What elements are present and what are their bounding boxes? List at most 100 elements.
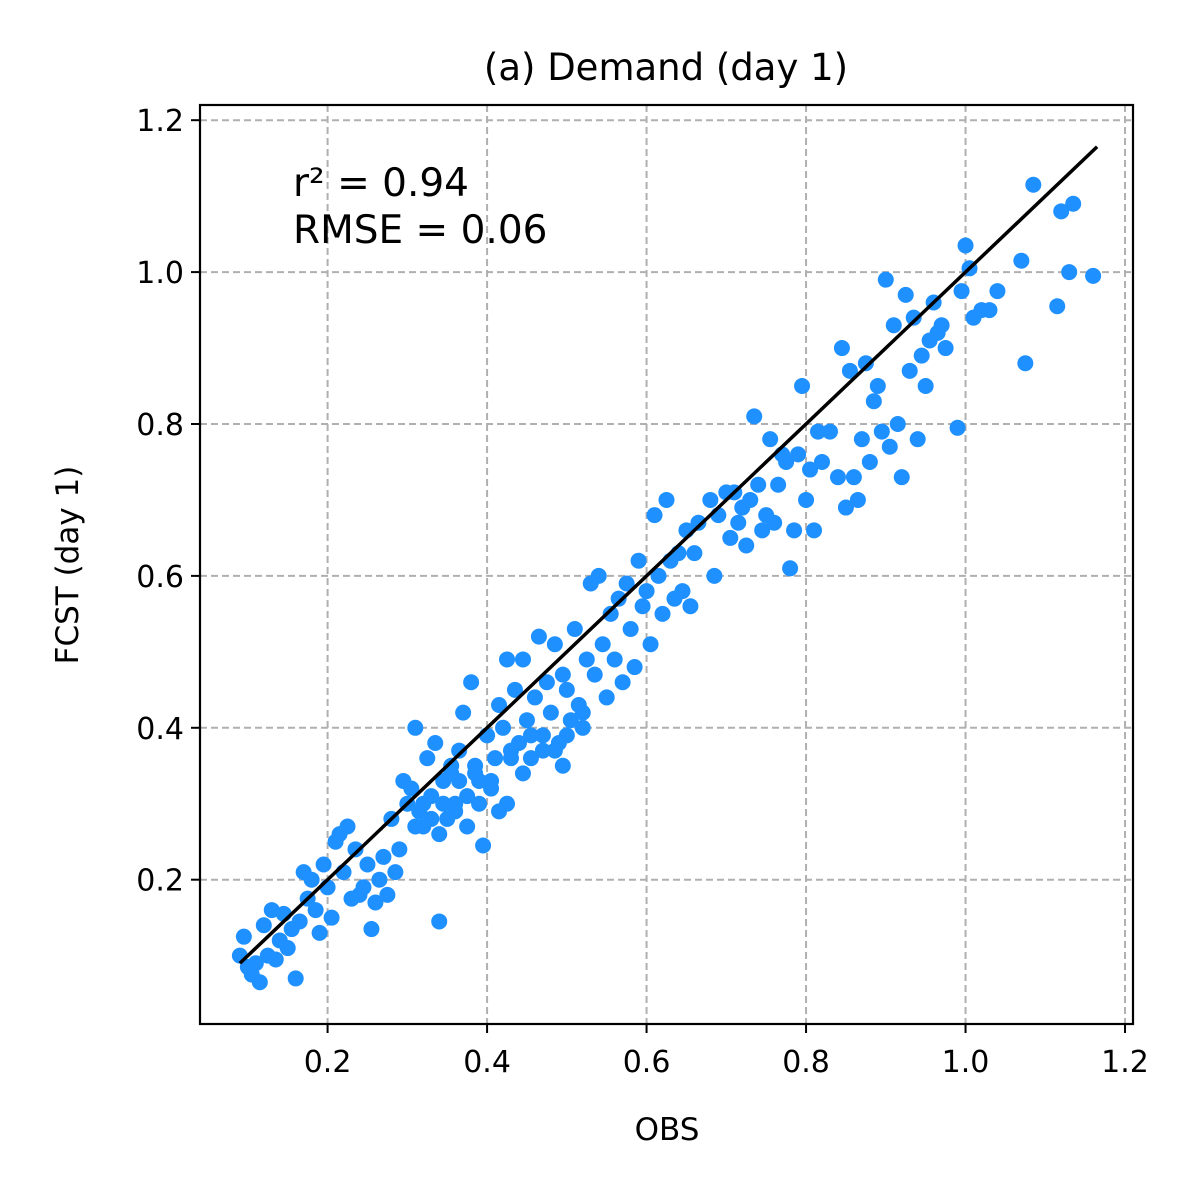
y-tick-label: 1.0	[136, 256, 184, 291]
data-point	[837, 499, 854, 516]
data-point	[901, 362, 918, 379]
data-point	[646, 507, 663, 524]
data-point	[602, 605, 619, 622]
data-point	[514, 765, 531, 782]
data-point	[287, 970, 304, 987]
data-point	[953, 283, 970, 300]
data-point	[387, 864, 404, 881]
data-point	[499, 651, 516, 668]
data-point	[909, 431, 926, 448]
data-point	[1053, 203, 1070, 220]
data-point	[407, 818, 424, 835]
data-point	[546, 742, 563, 759]
data-point	[279, 940, 296, 957]
data-point	[790, 446, 807, 463]
data-point	[770, 476, 787, 493]
data-point	[495, 719, 512, 736]
data-point	[833, 340, 850, 357]
data-point	[546, 636, 563, 653]
data-point	[1017, 355, 1034, 372]
x-tick-label: 1.0	[942, 1045, 990, 1080]
data-point	[347, 841, 364, 858]
data-point	[235, 928, 252, 945]
data-point	[522, 727, 539, 744]
data-point	[1013, 252, 1030, 269]
data-point	[949, 419, 966, 436]
annotation-r2: r² = 0.94	[293, 161, 469, 206]
data-point	[794, 378, 811, 395]
data-point	[503, 750, 519, 767]
data-point	[937, 340, 954, 357]
data-point	[1025, 176, 1042, 193]
data-point	[554, 666, 571, 683]
data-point	[981, 302, 998, 319]
data-point	[594, 636, 611, 653]
data-point	[893, 469, 910, 486]
data-point	[786, 522, 803, 539]
data-point	[323, 909, 340, 926]
data-point	[873, 423, 890, 440]
data-point	[702, 491, 719, 508]
data-point	[534, 727, 551, 744]
data-point	[869, 378, 886, 395]
data-point	[933, 317, 950, 334]
y-ticks: 0.2 0.4 0.6 0.8 1.0 1.2	[136, 104, 200, 899]
data-point	[889, 415, 906, 432]
data-point	[905, 309, 922, 326]
data-point	[247, 955, 264, 972]
data-point	[427, 734, 444, 751]
data-point	[451, 772, 468, 789]
data-point	[690, 514, 707, 531]
data-point	[913, 347, 930, 364]
data-point	[766, 514, 783, 531]
data-point	[682, 598, 699, 615]
data-point	[315, 856, 332, 873]
data-point	[618, 575, 635, 592]
data-point	[542, 704, 559, 721]
data-point	[738, 537, 755, 554]
data-point	[590, 567, 607, 584]
data-point	[574, 704, 591, 721]
chart-title: (a) Demand (day 1)	[484, 46, 848, 89]
data-point	[877, 271, 894, 288]
data-point	[674, 583, 691, 600]
data-point	[562, 712, 579, 729]
data-point	[407, 719, 424, 736]
data-point	[829, 469, 846, 486]
data-point	[459, 788, 476, 805]
data-point	[754, 522, 771, 539]
data-point	[814, 453, 830, 470]
data-point	[849, 491, 866, 508]
data-point	[303, 871, 320, 888]
data-point	[403, 780, 420, 797]
data-point	[251, 974, 268, 991]
data-point	[506, 681, 523, 698]
data-point	[742, 491, 759, 508]
data-point	[363, 921, 380, 938]
data-point	[499, 795, 516, 812]
data-point	[821, 423, 838, 440]
data-point	[845, 469, 862, 486]
data-point	[471, 795, 488, 812]
data-point	[558, 681, 575, 698]
data-point	[853, 431, 870, 448]
y-tick-label: 0.4	[136, 712, 184, 747]
data-point	[435, 795, 452, 812]
data-point	[586, 666, 603, 683]
data-point	[475, 837, 492, 854]
data-point	[375, 848, 392, 865]
plot-frame	[198, 103, 1135, 1026]
data-point	[802, 461, 819, 478]
data-point	[634, 598, 651, 615]
data-point	[762, 431, 779, 448]
data-point	[419, 750, 436, 767]
data-point	[431, 826, 448, 843]
data-point	[518, 712, 535, 729]
data-point	[917, 378, 934, 395]
data-point	[483, 780, 500, 797]
y-tick-label: 1.2	[136, 104, 184, 139]
y-tick-label: 0.6	[136, 560, 184, 595]
data-point	[598, 689, 615, 706]
data-point	[654, 605, 671, 622]
